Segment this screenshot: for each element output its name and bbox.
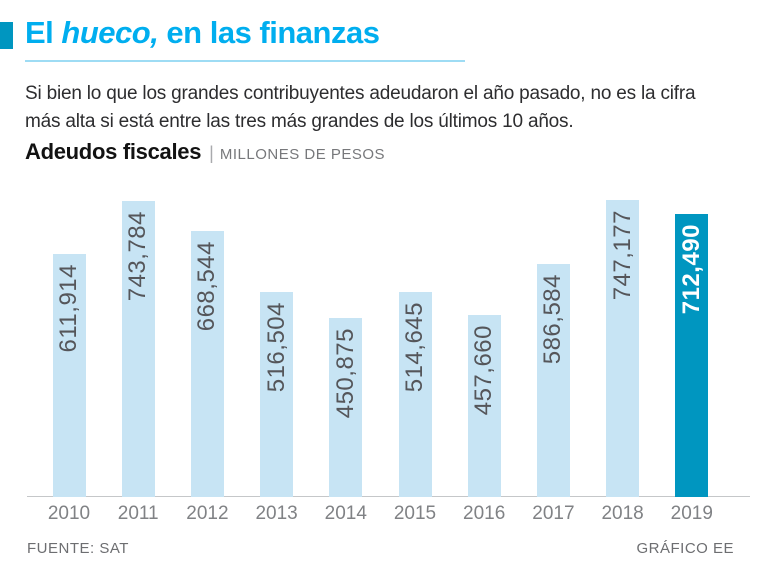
x-axis-label-2019: 2019 [670,503,713,524]
chart-label-separator: | [209,143,214,163]
bar-value-label-wrap: 747,177 [606,210,639,300]
x-axis-label-2010: 2010 [47,503,91,524]
subtitle: Si bien lo que los grandes contribuyente… [25,83,696,132]
bar-2011: 743,784 [121,201,155,497]
x-axis-line [27,496,750,497]
title-italic-word: hueco, [61,15,159,50]
accent-block [0,22,13,49]
bar-2012: 668,544 [190,231,224,497]
bar-2016: 457,660 [467,315,501,497]
title-prefix: El [25,15,62,50]
chart-unit: MILLONES DE PESOS [219,146,386,163]
bar-value-label-wrap: 457,660 [468,325,501,415]
bar-2010: 611,914 [52,254,86,497]
bar-value-label: 747,177 [608,210,636,301]
bar-value-label: 514,645 [401,302,428,393]
footer: FUENTE: SAT GRÁFICO EE [27,540,734,557]
bar-value-label: 586,584 [539,274,567,365]
bar-value-label-wrap: 712,490 [675,224,708,314]
page-title: El hueco, en las finanzas [25,15,380,51]
bar-2014: 450,875 [329,318,363,497]
bar-2017: 586,584 [536,264,570,497]
bar-value-label-wrap: 514,645 [399,302,432,392]
bar-value-label: 743,784 [124,211,152,302]
x-axis-label-2018: 2018 [601,503,644,524]
bar-value-label-wrap: 668,544 [191,241,224,331]
bar-value-label: 516,504 [262,302,290,393]
bar-2019: 712,490 [675,214,709,497]
bar-value-label-wrap: 743,784 [122,211,155,301]
x-axis-label-2015: 2015 [393,503,437,524]
bar-value-label: 457,660 [470,325,498,416]
bar-value-label-wrap: 586,584 [537,274,570,364]
chart-label-row: Adeudos fiscales | MILLONES DE PESOS [25,139,385,165]
bar-2015: 514,645 [398,292,432,497]
x-axis-label-2016: 2016 [463,503,506,524]
bar-value-label: 450,875 [331,328,359,419]
bar-value-label-wrap: 450,875 [329,328,362,418]
bar-2013: 516,504 [260,292,294,497]
title-underline [25,60,465,62]
bar-value-label: 611,914 [55,264,82,353]
x-axis-label-2014: 2014 [324,503,367,524]
title-suffix: en las finanzas [158,15,380,50]
credit-note: GRÁFICO EE [636,540,734,557]
bar-value-label-wrap: 611,914 [53,264,86,352]
chart-title: Adeudos fiscales [25,139,202,164]
bar-value-label: 668,544 [193,241,221,332]
x-axis-label-2011: 2011 [117,503,159,524]
bar-2018: 747,177 [606,200,640,497]
x-axis-label-2017: 2017 [532,503,575,524]
x-axis-label-2012: 2012 [186,503,229,524]
bar-value-label: 712,490 [677,224,705,315]
x-axis-label-2013: 2013 [255,503,298,524]
source-note: FUENTE: SAT [27,540,129,557]
bar-value-label-wrap: 516,504 [260,302,293,392]
